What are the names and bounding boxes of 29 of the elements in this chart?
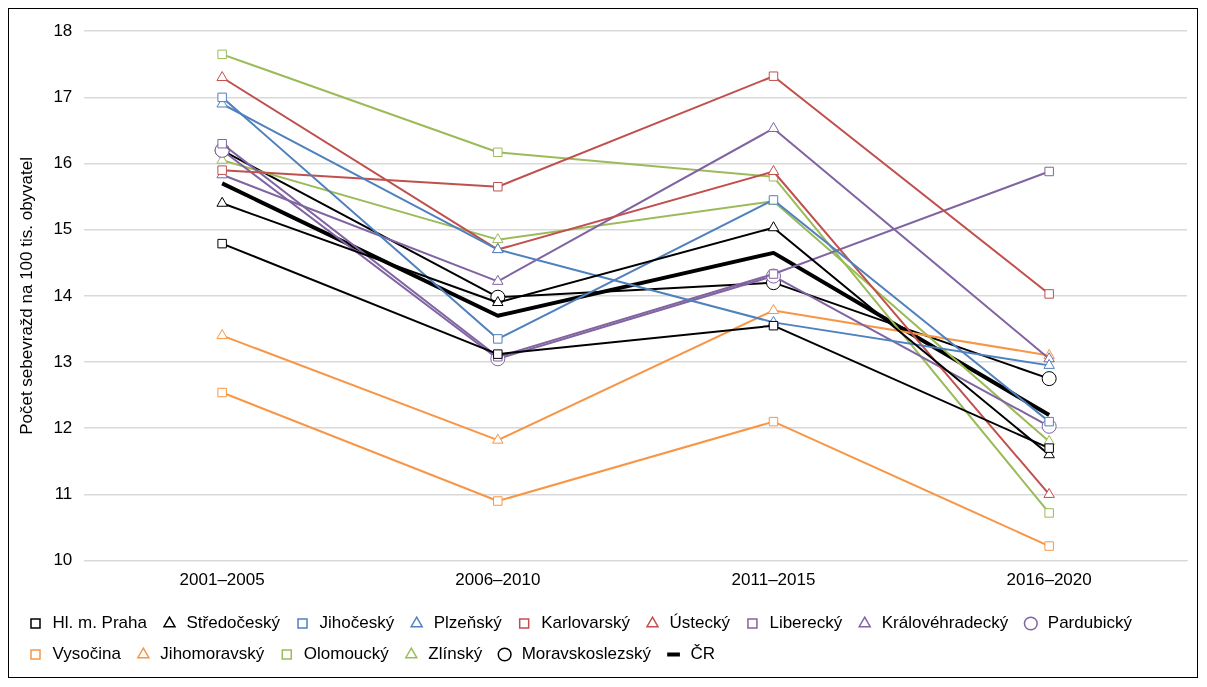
y-tick-label: 13 bbox=[53, 351, 73, 371]
legend-label: Plzeňský bbox=[433, 613, 503, 633]
legend-label: Hl. m. Praha bbox=[52, 613, 148, 633]
y-axis-title: Počet sebevražd na 100 tis. obyvatel bbox=[16, 156, 36, 435]
y-tick-label: 12 bbox=[53, 417, 73, 437]
x-tick-label: 2016–2020 bbox=[1006, 570, 1092, 590]
legend-label: Vysočina bbox=[52, 644, 122, 664]
y-tick-label: 14 bbox=[53, 285, 73, 305]
y-tick-label: 15 bbox=[53, 219, 73, 239]
legend-label: Jihočeský bbox=[319, 613, 395, 633]
legend-label: Královéhradecký bbox=[881, 613, 1009, 633]
legend-label: Karlovarský bbox=[541, 613, 631, 633]
y-tick-label: 10 bbox=[53, 550, 73, 570]
legend-label: ČR bbox=[690, 644, 716, 664]
y-tick-label: 17 bbox=[53, 87, 73, 107]
x-tick-label: 2006–2010 bbox=[455, 570, 541, 590]
x-tick-label: 2001–2005 bbox=[179, 570, 265, 590]
y-tick-label: 16 bbox=[53, 153, 73, 173]
legend-label: Pardubický bbox=[1047, 613, 1133, 633]
legend-label: Olomoucký bbox=[303, 644, 390, 664]
legend-label: Ústecký bbox=[669, 613, 731, 633]
x-tick-label: 2011–2015 bbox=[731, 570, 816, 590]
legend-label: Středočeský bbox=[186, 613, 281, 633]
legend-label: Liberecký bbox=[769, 613, 843, 633]
legend-label: Zlínský bbox=[428, 644, 483, 664]
legend-label: Jihomoravský bbox=[160, 644, 265, 664]
y-tick-label: 18 bbox=[53, 20, 73, 40]
y-tick-label: 11 bbox=[54, 484, 73, 504]
legend-label: Moravskoslezský bbox=[521, 644, 652, 664]
